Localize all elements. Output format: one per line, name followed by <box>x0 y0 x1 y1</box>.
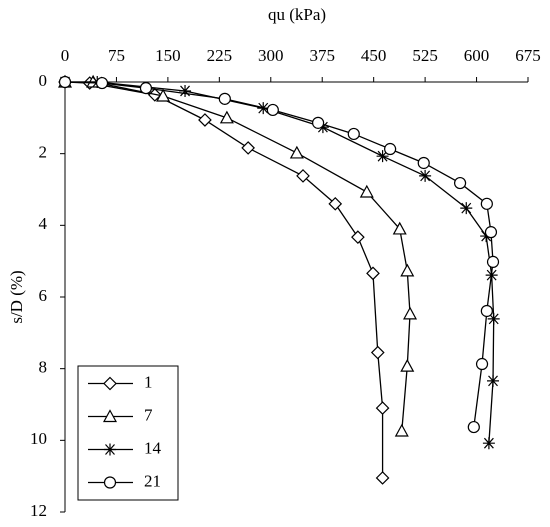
marker <box>139 81 153 95</box>
x-tick-label: 225 <box>207 46 233 65</box>
legend-box <box>77 365 179 501</box>
legend-label: 14 <box>144 438 162 457</box>
legend-marker <box>102 409 118 423</box>
x-tick-label: 675 <box>515 46 541 65</box>
x-tick-label: 600 <box>464 46 490 65</box>
marker <box>480 230 493 243</box>
marker <box>347 127 360 141</box>
legend-label: 1 <box>144 372 153 391</box>
x-tick-label: 0 <box>61 46 70 65</box>
marker <box>453 176 467 190</box>
marker <box>312 116 325 129</box>
marker <box>58 75 72 89</box>
marker <box>376 150 389 163</box>
marker <box>198 113 212 127</box>
marker <box>384 142 397 156</box>
marker <box>219 110 234 124</box>
x-tick-label: 150 <box>155 46 181 65</box>
marker <box>400 263 415 277</box>
marker <box>467 420 480 434</box>
marker <box>487 312 500 325</box>
marker <box>328 196 343 211</box>
y-tick-label: 10 <box>30 429 47 448</box>
marker <box>375 471 390 485</box>
y-tick-label: 8 <box>39 358 48 377</box>
x-tick-label: 375 <box>309 46 335 65</box>
marker <box>366 266 380 281</box>
x-tick-label: 75 <box>108 46 125 65</box>
marker <box>392 221 407 235</box>
y-tick-label: 12 <box>30 501 47 520</box>
marker <box>351 230 365 245</box>
marker <box>400 358 415 372</box>
marker <box>296 169 310 183</box>
marker <box>475 357 489 371</box>
marker <box>359 184 374 198</box>
marker <box>289 145 304 159</box>
y-tick-label: 6 <box>39 286 48 305</box>
marker <box>316 121 329 134</box>
marker <box>403 306 418 320</box>
legend-marker <box>104 443 116 456</box>
marker <box>484 226 498 239</box>
x-axis-label: qu (kPa) <box>268 5 326 24</box>
marker <box>480 304 493 318</box>
marker <box>179 84 192 97</box>
y-tick-label: 4 <box>39 214 48 233</box>
marker <box>419 169 432 182</box>
marker <box>487 374 500 387</box>
legend-marker <box>103 476 117 489</box>
marker <box>156 88 171 102</box>
legend-label: 7 <box>144 405 153 424</box>
x-tick-label: 525 <box>412 46 438 65</box>
marker <box>370 345 385 360</box>
marker <box>266 103 279 117</box>
marker <box>480 197 493 210</box>
marker <box>486 255 500 268</box>
x-tick-label: 450 <box>361 46 387 65</box>
y-axis-label: s/D (%) <box>7 270 26 323</box>
marker <box>460 202 473 215</box>
marker <box>375 401 390 415</box>
marker <box>241 141 255 155</box>
y-tick-label: 2 <box>39 143 48 162</box>
data-line <box>64 81 494 428</box>
y-tick-label: 0 <box>39 71 48 90</box>
marker <box>394 423 409 437</box>
marker <box>95 76 109 90</box>
marker <box>417 156 430 170</box>
marker <box>482 437 495 450</box>
marker <box>218 92 231 105</box>
legend-marker <box>103 376 117 391</box>
x-tick-label: 300 <box>258 46 284 65</box>
legend-label: 21 <box>144 471 161 490</box>
